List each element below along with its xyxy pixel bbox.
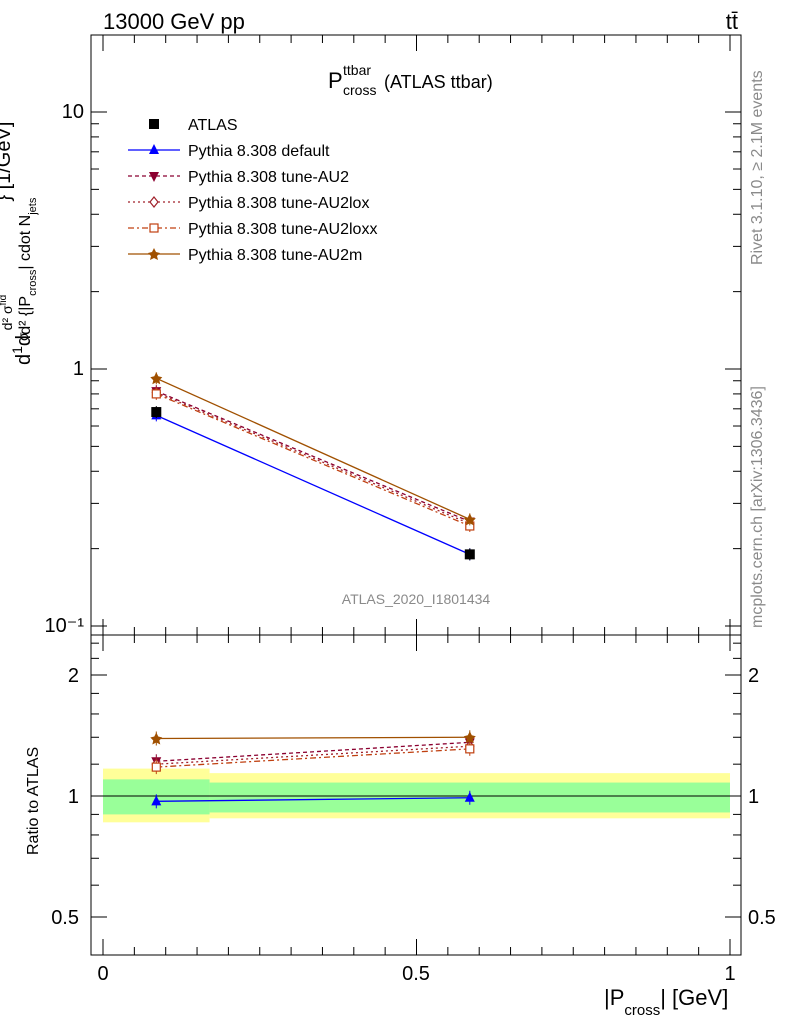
legend-marker [149,196,159,208]
legend-marker [148,248,160,260]
data-series [150,372,476,809]
ratio-series-pythia-8-308-tune-au2m [150,730,476,746]
legend-label: Pythia 8.308 tune-AU2lox [188,195,369,212]
legend-label: Pythia 8.308 default [188,143,330,160]
legend-marker [149,119,159,129]
series-pythia-8-308-default [151,409,475,561]
ratio-point [150,732,163,745]
legend-label: Pythia 8.308 tune-AU2 [188,169,349,186]
series-line [156,414,471,555]
series-line [156,391,471,525]
ratio-point [465,744,475,754]
data-point [151,389,161,399]
uncertainty-bands [103,768,731,823]
x-axis-label-rest: | [GeV] [660,985,728,1010]
plot-title-main: P [328,68,343,93]
series-pythia-8-308-tune-au2m [150,372,476,526]
legend-marker [149,144,159,154]
plot-title-rest: (ATLAS ttbar) [384,72,493,92]
series-line [156,393,471,527]
ratio-tick-label-1-right: 1 [748,786,759,808]
ratio-tick-label-0.5-right: 0.5 [748,907,776,929]
svg-text:P: P [328,68,343,93]
plot-title-sub: cross [343,82,376,98]
legend-item: Pythia 8.308 tune-AU2m [128,247,362,264]
ratio-tick-label-2: 2 [68,665,79,687]
y-tick-label-1: 1 [73,358,84,380]
y-tick-label-10: 10 [62,101,84,123]
legend-item: Pythia 8.308 default [128,143,330,160]
x-tick-label-1: 1 [724,963,735,985]
series-pythia-8-308-tune-au2 [151,385,475,528]
rivet-label: Rivet 3.1.10, ≥ 2.1M events [749,70,766,265]
x-tick-label-0: 0 [97,963,108,985]
axis-ticks [91,35,741,955]
svg-text:|Pcross| [GeV]: |Pcross| [GeV] [604,985,728,1019]
ratio-line [156,741,470,762]
ratio-axis-label: Ratio to ATLAS [25,747,42,855]
ratio-tick-label-1: 1 [68,786,79,808]
ratio-tick-label-2-right: 2 [748,665,759,687]
legend: ATLAS Pythia 8.308 default Pythia 8.308 tu… [128,117,377,264]
plot-title: P ttbar cross (ATLAS ttbar) [328,62,493,98]
x-axis-label-sub: cross [624,1002,660,1019]
x-axis-label: |Pcross| [GeV] [604,985,728,1019]
legend-marker [149,223,159,233]
y-tick-label-0.1: 10⁻¹ [45,615,85,637]
series-atlas [151,406,475,561]
ratio-point [463,731,476,744]
legend-item: Pythia 8.308 tune-AU2loxx [128,221,377,238]
analysis-watermark: ATLAS_2020_I1801434 [342,591,491,607]
x-tick-label-0.5: 0.5 [402,963,430,985]
legend-item: Pythia 8.308 tune-AU2lox [128,195,369,212]
legend-label: ATLAS [188,117,238,134]
series-pythia-8-308-tune-au2lox [151,386,475,530]
series-line [156,377,471,520]
legend-item: Pythia 8.308 tune-AU2 [128,169,349,186]
ratio-line [156,748,470,768]
ratio-point [464,791,475,802]
legend-label: Pythia 8.308 tune-AU2loxx [188,221,377,238]
ratio-line [156,736,470,740]
data-point [150,372,163,385]
ratio-point [151,762,161,772]
source-label: mcplots.cern.ch [arXiv:1306.3436] [749,386,766,628]
energy-label: 13000 GeV pp [103,9,245,34]
series-line [156,390,471,523]
process-label: tt̄ [726,9,738,34]
x-axis-label-main: |P [604,985,624,1010]
series-pythia-8-308-tune-au2loxx [151,387,475,532]
legend-item: ATLAS [149,117,238,134]
data-point [463,513,476,526]
legend-marker [149,172,159,182]
ratio-line [156,797,470,802]
y-axis-label-unit: } [1/GeV] [0,122,15,202]
legend-label: Pythia 8.308 tune-AU2m [188,247,362,264]
ratio-series-pythia-8-308-default [151,790,475,809]
plot-title-sup: ttbar [343,62,371,78]
ratio-series-pythia-8-308-tune-au2lox [151,739,475,772]
data-point [464,549,475,560]
ratio-point [151,795,162,806]
ratio-line [156,745,470,765]
data-point [151,407,162,418]
ratio-tick-label-0.5: 0.5 [51,907,79,929]
